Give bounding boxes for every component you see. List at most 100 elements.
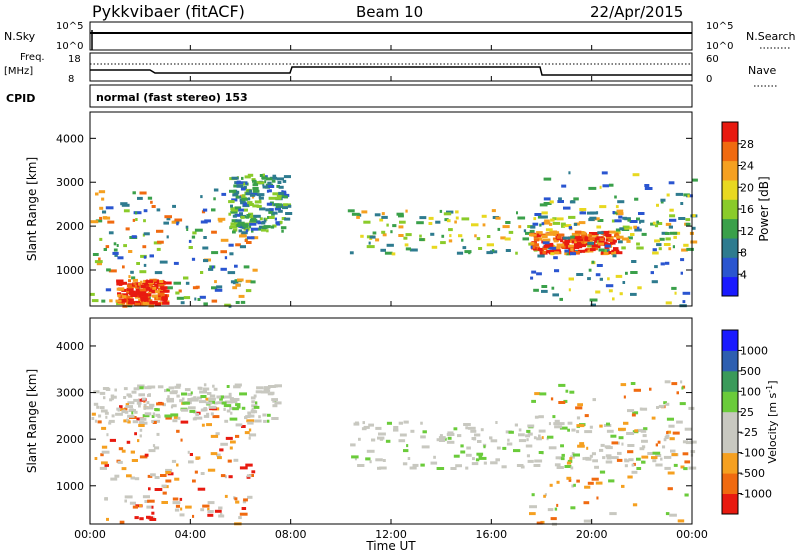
power-heatmap-cell <box>251 236 259 240</box>
power-heatmap-cell <box>636 217 640 221</box>
power-heatmap-cell <box>495 216 501 220</box>
vel-heatmap-cell <box>246 474 252 478</box>
power-heatmap-cell <box>685 222 691 226</box>
power-heatmap-cell <box>138 294 142 298</box>
vel-heatmap-cell <box>108 421 112 425</box>
vel-heatmap-cell <box>667 487 673 491</box>
vel-heatmap-cell <box>161 501 168 504</box>
vel-heatmap-cell <box>226 409 231 413</box>
power-heatmap-cell <box>188 246 193 249</box>
vel-heatmap-cell <box>229 446 233 450</box>
vel-heatmap-cell <box>202 504 210 508</box>
power-heatmap-cell <box>639 219 645 223</box>
power-heatmap-cell <box>608 239 615 242</box>
power-heatmap-cell <box>446 219 451 223</box>
power-heatmap-cell <box>602 184 609 188</box>
power-heatmap-cell <box>347 209 355 213</box>
vel-heatmap-cell <box>570 466 574 470</box>
vel-heatmap-cell <box>399 433 407 437</box>
vel-heatmap-cell <box>199 400 207 404</box>
power-heatmap-cell <box>381 230 386 234</box>
vel-heatmap-cell <box>463 423 471 426</box>
vel-heatmap-cell <box>99 406 105 410</box>
vel-heatmap-cell <box>476 452 484 456</box>
power-heatmap-cell <box>224 256 228 260</box>
vel-heatmap-cell <box>139 517 144 521</box>
power-heatmap-cell <box>236 224 241 227</box>
vel-heatmap-cell <box>531 493 535 497</box>
power-heatmap-cell <box>568 171 571 175</box>
power-heatmap-cell <box>560 245 566 249</box>
vel-heatmap-cell <box>651 456 658 460</box>
vel-heatmap-cell <box>592 459 598 463</box>
vel-heatmap-cell <box>573 483 576 487</box>
freq-tick-top: 18 <box>68 54 81 65</box>
power-heatmap-cell <box>166 217 171 221</box>
power-heatmap-cell <box>630 292 637 296</box>
power-heatmap-cell <box>236 181 244 185</box>
power-heatmap-cell <box>403 236 408 240</box>
power-heatmap-cell <box>132 282 137 286</box>
power-heatmap-cell <box>631 260 637 263</box>
vel-heatmap-cell <box>632 462 636 466</box>
vel-heatmap-cell <box>115 412 123 416</box>
power-heatmap-cell <box>259 207 266 211</box>
nsky-tick-top: 10^5 <box>56 21 83 32</box>
power-heatmap-cell <box>644 187 653 190</box>
power-heatmap-cell <box>99 216 103 220</box>
power-colorbar-label: Power [dB] <box>757 176 771 241</box>
power-heatmap-cell <box>530 233 537 237</box>
power-heatmap-cell <box>127 290 130 294</box>
power-heatmap-cell <box>656 222 663 225</box>
power-heatmap-cell <box>384 251 393 255</box>
vel-heatmap-cell <box>465 426 468 430</box>
vel-heatmap-cell <box>152 444 156 448</box>
vel-heatmap-cell <box>460 444 464 448</box>
power-heatmap-cell <box>154 271 163 275</box>
vel-heatmap-cell <box>110 397 114 401</box>
power-heatmap-cell <box>562 242 570 246</box>
power-heatmap-cell <box>481 214 487 218</box>
power-heatmap-cell <box>246 236 255 240</box>
vel-heatmap-cell <box>410 429 415 433</box>
power-heatmap-cell <box>553 256 558 260</box>
vel-heatmap-cell <box>407 457 411 460</box>
power-heatmap-cell <box>599 185 602 189</box>
vel-heatmap-cell <box>554 463 561 467</box>
vel-heatmap-cell <box>541 436 544 440</box>
power-heatmap-cells <box>90 171 698 308</box>
velocity-colorbar-ticks: 1000 500 100 25 -25 -100 -500 -1000 <box>738 344 772 501</box>
power-heatmap-cell <box>141 293 149 297</box>
power-heatmap-cell <box>180 301 185 305</box>
power-heatmap-cell <box>554 246 560 250</box>
power-heatmap-cell <box>128 250 133 253</box>
vel-heatmap-cell <box>377 436 385 440</box>
power-heatmap-cell <box>101 299 106 303</box>
velocity-colorbar-bands <box>722 330 738 515</box>
vel-heatmap-cell <box>218 506 223 510</box>
power-heatmap-cell <box>636 246 644 250</box>
power-heatmap-cell <box>650 271 654 275</box>
vel-y-tick-label: 4000 <box>56 340 84 353</box>
vel-heatmap-cell <box>138 404 141 408</box>
velocity-colorbar: 1000 500 100 25 -25 -100 -500 -1000 Velocity [m… <box>721 329 779 515</box>
power-heatmap-cell <box>616 212 624 216</box>
power-heatmap-cell <box>556 243 565 247</box>
power-heatmap-cell <box>430 232 435 236</box>
power-heatmap-cell <box>559 297 563 301</box>
power-heatmap-cell <box>558 197 562 201</box>
x-tick-label: 00:00 <box>676 528 708 541</box>
power-heatmap-cell <box>673 235 677 239</box>
vel-heatmap-cell <box>617 441 620 445</box>
vel-heatmap-cell <box>527 424 535 428</box>
power-heatmap-cell <box>284 217 291 221</box>
power-heatmap-cell <box>240 187 246 191</box>
vel-heatmap-cell <box>188 406 196 410</box>
nsearch-tick-bottom: 10^0 <box>706 41 733 52</box>
vel-heatmap-cell <box>233 458 239 462</box>
power-colorbar-band <box>722 218 738 239</box>
vel-heatmap-cell <box>406 444 409 448</box>
vel-heatmap-cell <box>371 438 376 442</box>
nsearch-label: N.Search <box>746 30 796 43</box>
vel-heatmap-cell <box>531 399 536 403</box>
